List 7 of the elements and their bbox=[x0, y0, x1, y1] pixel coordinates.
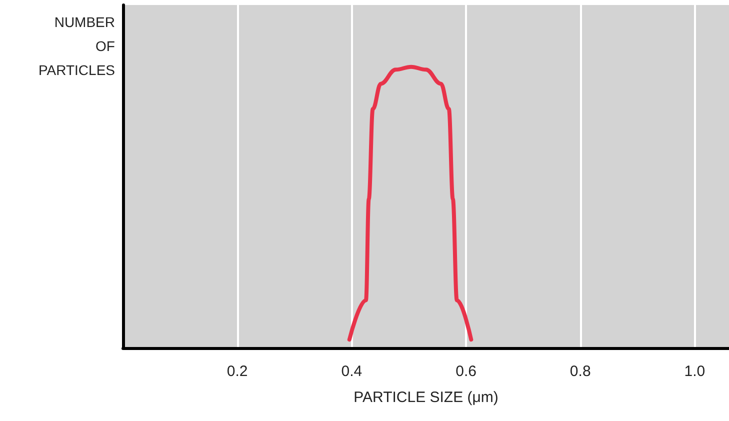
x-axis-title: PARTICLE SIZE (μm) bbox=[354, 389, 498, 406]
x-tick-label: 0.2 bbox=[226, 363, 248, 380]
x-tick-label: 0.4 bbox=[341, 363, 362, 380]
y-axis-title: NUMBER OF PARTICLES bbox=[38, 14, 115, 78]
x-tick-label: 0.8 bbox=[570, 363, 591, 380]
x-tick-label: 1.0 bbox=[684, 363, 706, 380]
x-tick-label: 0.6 bbox=[456, 363, 476, 380]
